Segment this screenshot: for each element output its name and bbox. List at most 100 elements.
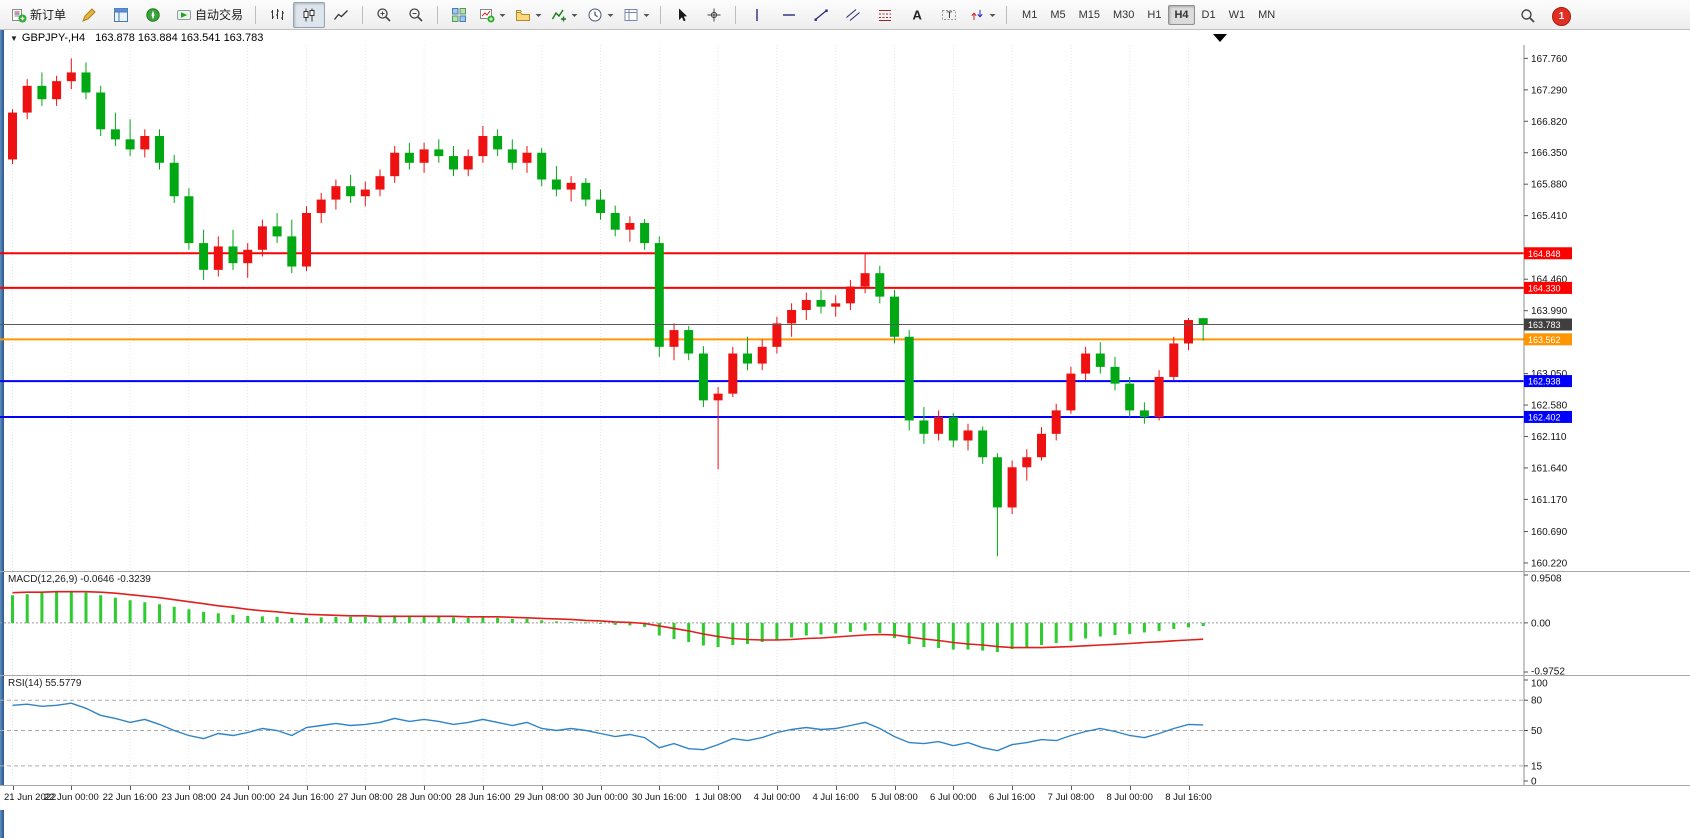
- timeframe-h1-button[interactable]: H1: [1147, 8, 1162, 21]
- candle-body: [1022, 457, 1032, 468]
- candle-body: [860, 273, 870, 287]
- chart-symbol-label: GBPJPY-,H4: [21, 32, 86, 44]
- zoom-out-button[interactable]: [400, 2, 432, 28]
- price-tag: [1524, 247, 1572, 260]
- candle-body: [463, 156, 473, 170]
- market-watch-button[interactable]: [105, 2, 137, 28]
- candle-body: [1066, 373, 1076, 411]
- navigator-button[interactable]: [137, 2, 169, 28]
- timeframe-w1-button[interactable]: W1: [1228, 8, 1246, 21]
- candle-body: [493, 136, 503, 150]
- candle-body: [948, 417, 958, 441]
- macd-bar: [275, 616, 279, 623]
- bar-chart-button[interactable]: [261, 2, 293, 28]
- macd-bar: [334, 616, 338, 623]
- candle-body: [449, 156, 458, 170]
- candle-body: [390, 152, 400, 177]
- search-button[interactable]: [1512, 3, 1544, 29]
- tile-windows-icon: [452, 7, 467, 22]
- macd-bar: [599, 622, 602, 624]
- timeframe-h4-button[interactable]: H4: [1168, 4, 1195, 25]
- macd-histogram: [11, 591, 1205, 653]
- candlestick-chart-button[interactable]: [293, 1, 326, 28]
- price-axis-label: 161.640: [1531, 463, 1568, 474]
- periods-button[interactable]: [583, 2, 619, 28]
- zoom-in-button[interactable]: [368, 2, 400, 28]
- text-icon: A: [913, 7, 923, 22]
- text-tool-button[interactable]: A: [901, 2, 933, 28]
- timeframe-m15-button[interactable]: M15: [1078, 8, 1100, 21]
- notification-badge[interactable]: 1: [1552, 6, 1571, 26]
- timeframe-d1-button[interactable]: D1: [1201, 8, 1216, 21]
- toolbar-separator: [735, 5, 737, 24]
- macd-bar: [804, 622, 808, 636]
- profiles-icon: [516, 9, 531, 21]
- macd-panel[interactable]: 0.9508 0.00 -0.9752: [0, 572, 1690, 675]
- timeframe-m1-button[interactable]: M1: [1022, 8, 1038, 21]
- cursor-button[interactable]: [666, 2, 698, 28]
- time-label: 24 Jun 00:00: [220, 792, 276, 803]
- new-order-button[interactable]: 新订单: [4, 2, 73, 28]
- indicators-button[interactable]: [547, 2, 583, 28]
- indicators-icon: [551, 9, 567, 21]
- new-order-icon: [12, 8, 27, 22]
- templates-button[interactable]: [619, 2, 655, 28]
- candle-body: [669, 330, 679, 347]
- timeframe-m5-button[interactable]: M5: [1050, 8, 1066, 21]
- new-chart-button[interactable]: [475, 2, 511, 28]
- candle-body: [904, 336, 914, 421]
- macd-bar: [363, 616, 367, 623]
- profiles-button[interactable]: [511, 2, 547, 28]
- trendline-tool-button[interactable]: [805, 2, 837, 28]
- cursor-icon: [679, 8, 688, 21]
- horizontal-line-tool-button[interactable]: [773, 2, 805, 28]
- time-tick: [365, 786, 367, 790]
- timeframe-mn-button[interactable]: MN: [1258, 8, 1276, 21]
- price-tag-label: 164.330: [1528, 283, 1561, 293]
- panel-divider[interactable]: [0, 571, 1690, 572]
- panel-divider[interactable]: [0, 785, 1690, 786]
- fibonacci-tool-button[interactable]: [869, 2, 901, 28]
- vertical-line-tool-button[interactable]: [741, 2, 773, 28]
- macd-bar: [1040, 622, 1043, 646]
- rsi-panel[interactable]: 100 80 50 15 0: [0, 676, 1690, 785]
- macd-bar: [995, 622, 999, 653]
- candle-body: [507, 149, 517, 163]
- candle-body: [302, 212, 311, 267]
- arrows-tool-button[interactable]: [965, 2, 1001, 28]
- candle-body: [287, 236, 297, 267]
- chart-title: ▼ GBPJPY-,H4 163.878 163.884 163.541 163.7…: [10, 32, 263, 44]
- time-axis[interactable]: 21 Jun 2022 22 Jun 00:00 22 Jun 16:00 23 Ju…: [0, 786, 1690, 810]
- tile-windows-button[interactable]: [443, 2, 475, 28]
- autotrading-icon: [177, 9, 192, 20]
- candle-body: [243, 249, 253, 264]
- panel-divider[interactable]: [0, 675, 1690, 676]
- macd-bar: [349, 616, 353, 623]
- time-tick: [835, 786, 837, 790]
- chart-shift-marker[interactable]: [1213, 34, 1227, 42]
- metaeditor-button[interactable]: [73, 2, 105, 28]
- price-axis-label: 160.690: [1531, 527, 1568, 538]
- channel-tool-button[interactable]: [837, 2, 869, 28]
- time-label: 7 Jul 08:00: [1047, 792, 1095, 803]
- autotrading-label: 自动交易: [195, 8, 244, 22]
- macd-bar: [834, 622, 838, 634]
- candle-body: [728, 353, 738, 394]
- crosshair-button[interactable]: [698, 2, 730, 28]
- time-tick: [776, 786, 778, 790]
- macd-bar: [893, 622, 896, 638]
- candle-body: [757, 346, 767, 364]
- text-label-tool-button[interactable]: T: [933, 2, 965, 28]
- time-tick: [953, 786, 955, 790]
- timeframe-m30-button[interactable]: M30: [1113, 8, 1135, 21]
- autotrading-button[interactable]: 自动交易: [169, 2, 250, 28]
- time-label: 6 Jul 00:00: [930, 792, 977, 803]
- macd-bar: [422, 615, 426, 623]
- macd-bar: [937, 622, 941, 649]
- line-chart-button[interactable]: [325, 2, 357, 28]
- price-chart-panel[interactable]: 167.760 167.290 166.820 166.350 165.880 165.4…: [0, 45, 1690, 571]
- candle-body: [272, 226, 282, 237]
- macd-bar: [1054, 622, 1058, 644]
- price-tag-label: 162.402: [1528, 412, 1561, 422]
- zoom-in-icon: [377, 7, 391, 22]
